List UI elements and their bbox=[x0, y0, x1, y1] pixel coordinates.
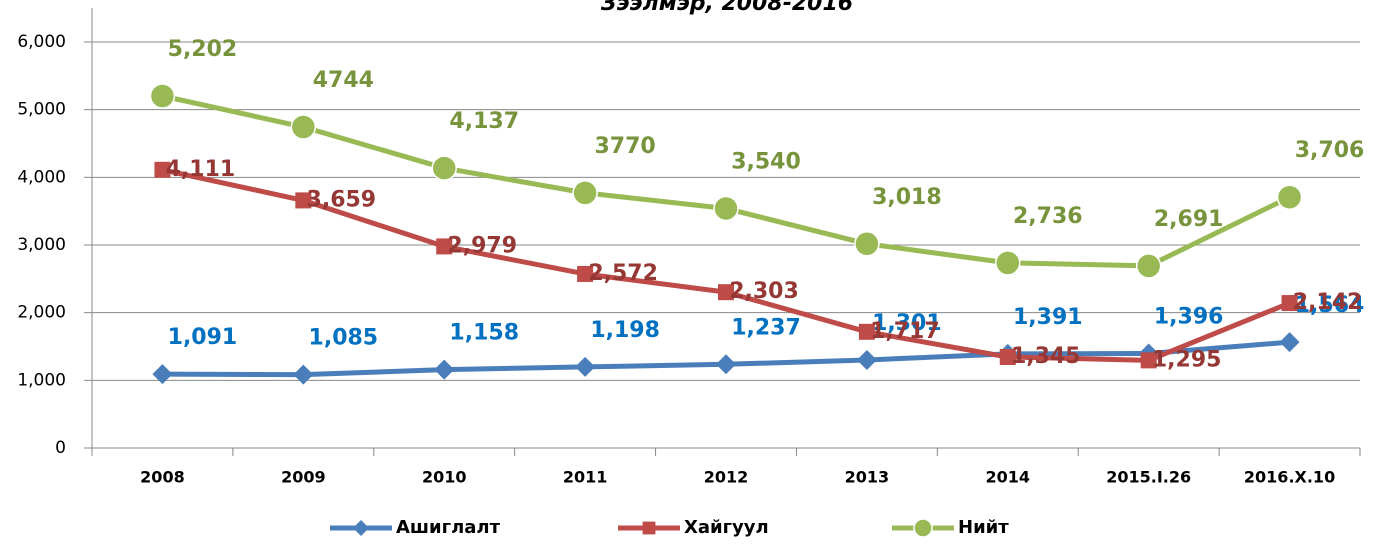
legend-label: Ашиглалт bbox=[396, 517, 501, 538]
data-label: 1,564 bbox=[1295, 293, 1365, 318]
data-label: 1,345 bbox=[1011, 344, 1081, 369]
data-label: 1,085 bbox=[309, 326, 379, 351]
data-point bbox=[431, 155, 457, 181]
data-label: 1,198 bbox=[590, 318, 660, 343]
data-label: 3770 bbox=[594, 134, 655, 159]
x-tick-label: 2011 bbox=[563, 468, 608, 487]
data-point bbox=[713, 195, 739, 222]
data-label: 4744 bbox=[313, 68, 374, 93]
data-label: 2,572 bbox=[588, 261, 658, 286]
legend-label: Хайгуул bbox=[684, 517, 769, 538]
series-line bbox=[161, 93, 1291, 269]
data-label: 3,018 bbox=[872, 185, 942, 210]
data-point bbox=[716, 354, 736, 375]
y-tick-label: 4,000 bbox=[17, 167, 66, 187]
y-tick-label: 6,000 bbox=[17, 32, 66, 52]
data-point bbox=[154, 161, 171, 178]
data-point bbox=[856, 349, 877, 370]
data-point bbox=[1140, 352, 1157, 369]
data-label: 1,295 bbox=[1152, 347, 1222, 372]
data-point bbox=[295, 192, 312, 209]
chart-title: Зээлмэр, 2008-2016 bbox=[600, 0, 853, 16]
x-tick-label: 2012 bbox=[704, 468, 749, 487]
y-tick-label: 5,000 bbox=[17, 100, 66, 120]
x-tick-label: 2015.I.26 bbox=[1106, 468, 1191, 487]
legend-label: Нийт bbox=[958, 517, 1009, 538]
data-label: 2,303 bbox=[729, 279, 799, 304]
data-label: 2,979 bbox=[447, 233, 517, 258]
data-label: 1,396 bbox=[1154, 305, 1224, 330]
data-point bbox=[995, 250, 1021, 276]
x-tick-label: 2008 bbox=[140, 468, 185, 487]
data-point bbox=[858, 323, 875, 340]
data-point bbox=[436, 238, 453, 255]
data-label: 1,717 bbox=[870, 319, 940, 344]
y-tick-label: 2,000 bbox=[17, 303, 66, 323]
data-point bbox=[149, 83, 176, 109]
data-label: 3,540 bbox=[731, 149, 801, 174]
data-label: 3,706 bbox=[1295, 138, 1365, 163]
data-label: 3,659 bbox=[307, 187, 377, 212]
data-label: 2,736 bbox=[1013, 204, 1083, 229]
data-label: 2,691 bbox=[1154, 207, 1224, 232]
y-tick-label: 1,000 bbox=[17, 370, 66, 390]
data-point bbox=[293, 364, 314, 385]
legend-marker bbox=[913, 518, 933, 538]
x-tick-label: 2010 bbox=[422, 468, 467, 487]
data-point bbox=[290, 114, 317, 140]
legend-marker bbox=[642, 521, 656, 535]
data-label: 1,091 bbox=[168, 325, 238, 350]
legend-marker bbox=[353, 520, 369, 536]
data-point bbox=[1276, 184, 1303, 210]
data-point bbox=[854, 231, 880, 257]
x-tick-label: 2009 bbox=[281, 468, 326, 487]
data-point bbox=[572, 180, 598, 206]
data-label: 1,237 bbox=[731, 315, 801, 340]
data-point bbox=[152, 364, 173, 385]
data-label: 1,391 bbox=[1013, 305, 1083, 330]
data-label: 5,202 bbox=[168, 37, 238, 62]
data-label: 1,158 bbox=[449, 321, 519, 346]
x-tick-label: 2016.X.10 bbox=[1244, 468, 1335, 487]
data-point bbox=[575, 356, 596, 377]
data-point bbox=[999, 348, 1016, 365]
data-point bbox=[718, 284, 734, 301]
y-tick-label: 3,000 bbox=[17, 235, 66, 255]
data-label: 4,137 bbox=[449, 109, 519, 134]
data-point bbox=[1281, 295, 1298, 312]
data-point bbox=[434, 359, 455, 380]
x-tick-label: 2014 bbox=[986, 468, 1031, 487]
y-tick-label: 0 bbox=[55, 438, 66, 458]
data-label: 4,111 bbox=[166, 157, 236, 182]
x-tick-label: 2013 bbox=[845, 468, 890, 487]
data-label: 2,142 bbox=[1293, 290, 1363, 315]
data-point bbox=[1279, 332, 1300, 353]
data-label: 1,301 bbox=[872, 311, 942, 336]
data-point bbox=[1135, 253, 1162, 279]
data-point bbox=[577, 265, 594, 282]
